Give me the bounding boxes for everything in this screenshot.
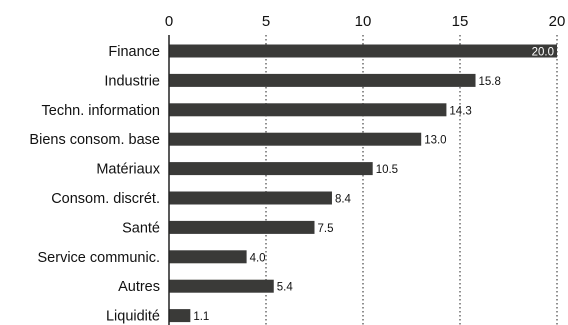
value-label: 14.3 [449,105,471,117]
value-label: 13.0 [424,135,446,147]
category-label: Industrie [104,73,160,89]
bar [169,279,274,293]
x-tick-label: 5 [262,13,270,30]
bar [169,162,373,176]
value-label: 8.4 [335,194,352,206]
x-tick-label: 0 [165,13,173,30]
category-label: Liquidité [106,309,160,325]
category-label: Techn. information [42,103,160,119]
bar [169,44,557,58]
category-labels: Finance Industrie Techn. information Biens … [29,44,160,325]
value-label: 4.0 [250,252,266,264]
x-tick-label: 15 [452,13,469,30]
bars [169,44,557,323]
category-label: Autres [118,279,160,295]
bar [169,103,447,117]
category-label: Santé [122,220,160,236]
category-label: Biens consom. base [29,132,160,148]
x-tick-label: 10 [355,13,372,30]
category-label: Service communic. [38,250,160,266]
bar [169,73,476,87]
value-label: 20.0 [532,47,554,59]
x-tick-label: 20 [549,13,566,30]
value-label: 15.8 [479,76,501,88]
bar [169,132,422,146]
value-label: 7.5 [318,223,334,235]
bar [169,309,191,323]
x-axis-ticks: 0 5 10 15 20 [165,13,566,30]
category-label: Finance [108,44,160,60]
bar [169,191,332,205]
category-label: Consom. discrét. [51,191,160,207]
bar [169,220,315,234]
bar [169,250,247,264]
category-label: Matériaux [96,162,160,178]
value-labels: 20.0 15.8 14.3 13.0 10.5 8.4 7.5 4.0 5.4 1.1 [193,47,554,324]
value-label: 1.1 [193,311,209,323]
value-label: 10.5 [376,164,398,176]
value-label: 5.4 [277,282,294,294]
